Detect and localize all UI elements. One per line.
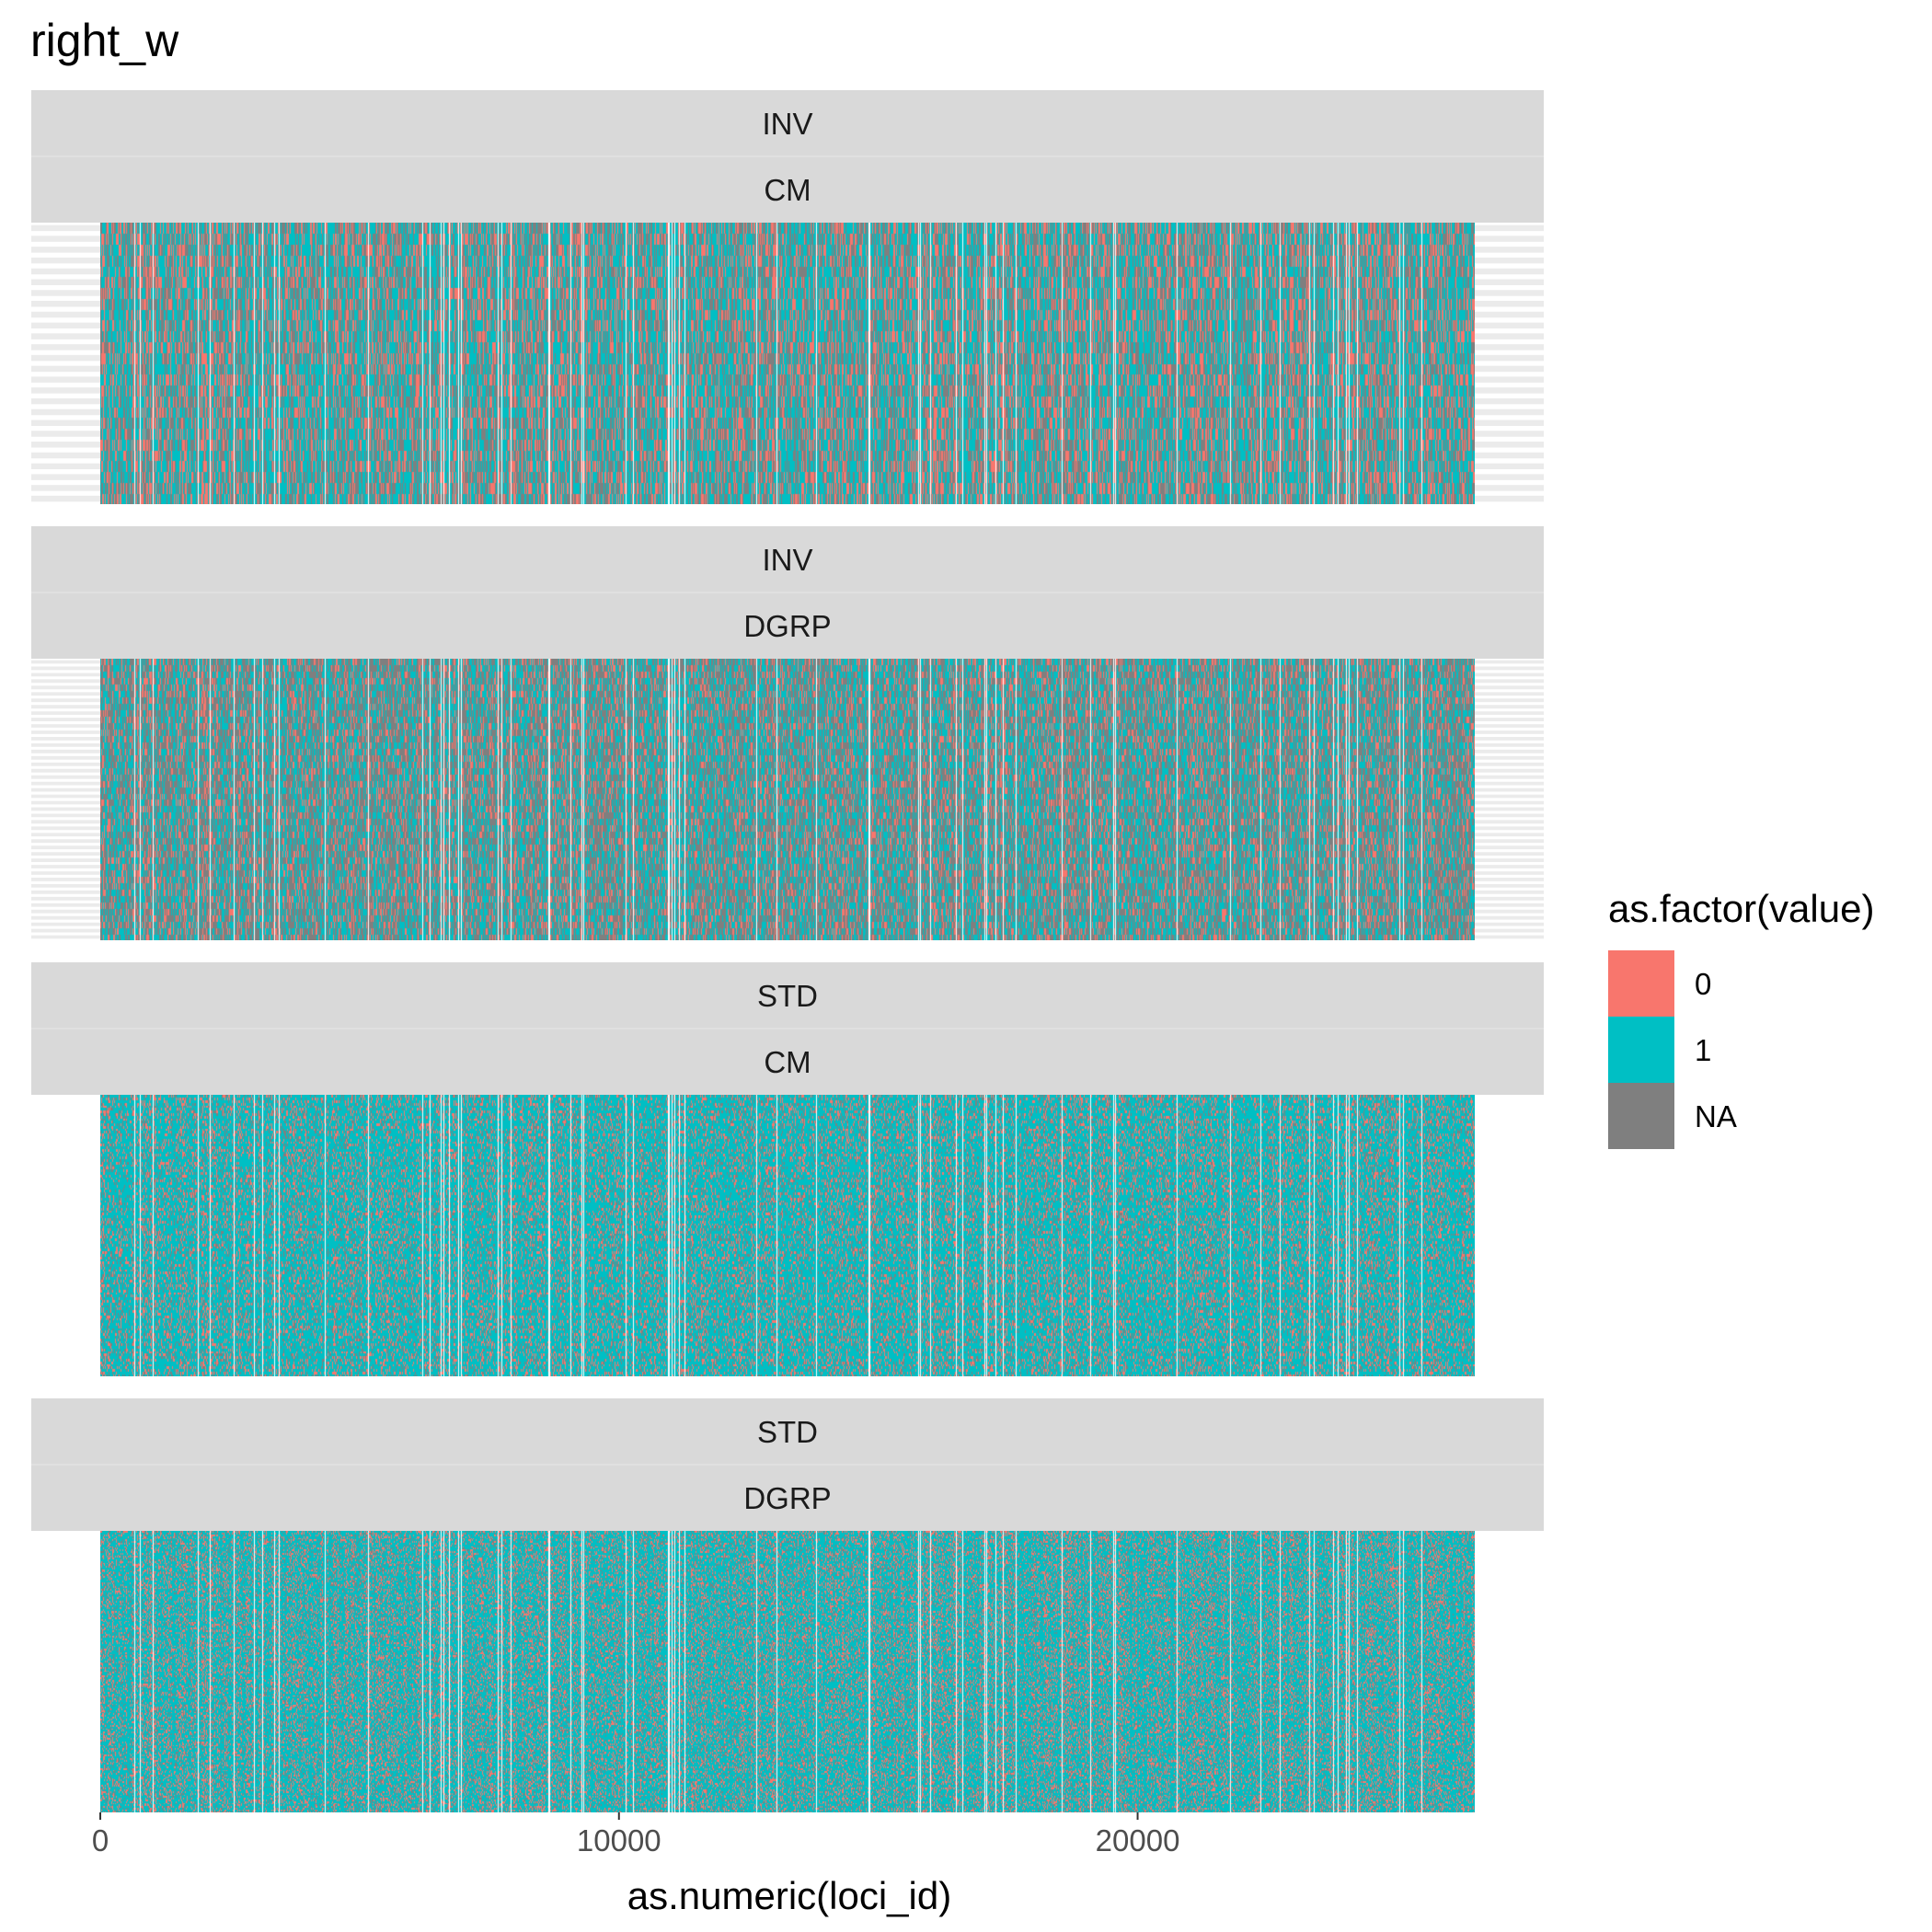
facet-panel: STD CM <box>31 962 1544 1376</box>
x-tick-label: 20000 <box>1096 1823 1180 1857</box>
legend-key-label: NA <box>1695 1099 1737 1133</box>
facet-strip <box>31 156 1544 223</box>
x-axis: 0 10000 20000 <box>92 1812 1180 1857</box>
panels-layer: INV CM INV DGRP STD CM STD DGRP <box>31 90 1544 1812</box>
x-tick-label: 0 <box>92 1823 109 1857</box>
facet-strip-label: STD <box>757 979 818 1013</box>
heatmap-tiles <box>100 1531 1475 1812</box>
heatmap-tiles <box>100 223 1475 504</box>
facet-panel: INV CM <box>31 90 1544 504</box>
facet-strip <box>31 526 1544 592</box>
facet-strip-label: STD <box>757 1415 818 1449</box>
legend-key-swatch <box>1608 950 1674 1017</box>
facet-strip-label: CM <box>764 1045 811 1079</box>
legend-key-label: 0 <box>1695 967 1711 1001</box>
facet-strip <box>31 90 1544 156</box>
facet-panel: STD DGRP <box>31 1398 1544 1812</box>
facet-strip-label: DGRP <box>743 1481 831 1515</box>
facet-strip-label: DGRP <box>743 609 831 643</box>
facet-panel: INV DGRP <box>31 526 1544 940</box>
facet-strip <box>31 1465 1544 1531</box>
heatmap-tiles <box>100 1095 1475 1376</box>
legend-key-label: 1 <box>1695 1033 1711 1067</box>
facet-strip <box>31 592 1544 659</box>
facet-strip <box>31 1029 1544 1095</box>
facet-strip <box>31 1398 1544 1465</box>
legend: as.factor(value) 0 1 NA <box>1608 887 1874 1149</box>
legend-keys: 0 1 NA <box>1608 950 1737 1149</box>
facet-strip-label: INV <box>762 543 812 577</box>
legend-title: as.factor(value) <box>1608 887 1874 930</box>
x-axis-title: as.numeric(loci_id) <box>627 1874 951 1917</box>
facet-strip-label: CM <box>764 173 811 207</box>
plot-title: right_w <box>30 15 179 66</box>
facet-strip-label: INV <box>762 107 812 141</box>
heatmap-tiles <box>100 659 1475 940</box>
facet-strip <box>31 962 1544 1029</box>
legend-key-swatch <box>1608 1017 1674 1083</box>
legend-key-swatch <box>1608 1083 1674 1149</box>
x-tick-label: 10000 <box>577 1823 661 1857</box>
